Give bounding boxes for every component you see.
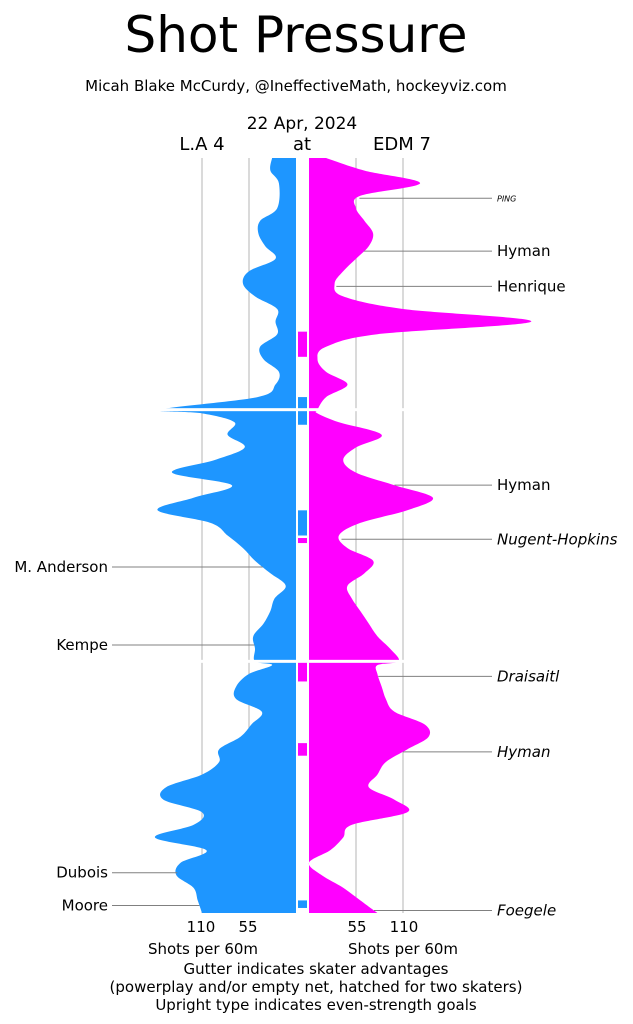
goal-label-home-2: Henrique <box>497 277 566 295</box>
at-label: at <box>293 134 311 155</box>
goal-label-home-7: Foegele <box>497 901 556 919</box>
away-team-label: L.A 4 <box>179 134 224 155</box>
goal-label-away-1: Kempe <box>56 636 108 654</box>
xlabel-away: Shots per 60m <box>148 940 258 958</box>
advantage-bar-home-0 <box>298 331 307 357</box>
goal-label-away-3: Moore <box>62 896 108 914</box>
advantage-bar-home-5 <box>298 743 307 756</box>
goal-label-away-0: M. Anderson <box>14 558 108 576</box>
period-break-40 <box>140 659 460 663</box>
home-team-label: EDM 7 <box>373 134 431 155</box>
advantage-bar-home-3 <box>298 538 307 544</box>
away-rate-area <box>154 158 296 913</box>
game-date: 22 Apr, 2024 <box>247 114 358 134</box>
advantage-bar-away-6 <box>298 900 307 908</box>
goal-label-home-1: Hyman <box>497 242 550 260</box>
footnote-3: Upright type indicates even-strength goa… <box>155 996 477 1014</box>
home-rate-area <box>308 158 532 913</box>
goal-label-home-5: Draisaitl <box>497 667 560 685</box>
goal-annotations: PING Hyman Henrique Hyman Nugent-Hopkins Drai… <box>14 194 617 919</box>
goal-label-home-6: Hyman <box>497 743 550 761</box>
chart-subtitle: Micah Blake McCurdy, @IneffectiveMath, h… <box>85 77 507 95</box>
goal-label-away-2: Dubois <box>56 864 108 882</box>
tick-home-110: 110 <box>390 918 419 936</box>
goal-label-home-3: Hyman <box>497 476 550 494</box>
tick-home-55: 55 <box>347 918 366 936</box>
tick-away-55: 55 <box>238 918 257 936</box>
period-break-20 <box>140 408 460 412</box>
goal-label-home-4: Nugent-Hopkins <box>497 530 618 548</box>
rate-areas <box>154 158 532 913</box>
tick-away-110: 110 <box>187 918 216 936</box>
chart-title: Shot Pressure <box>124 6 467 64</box>
advantage-bar-away-2 <box>298 510 307 536</box>
period-breaks <box>140 408 460 663</box>
goal-label-home-0: PING <box>497 194 516 203</box>
advantage-bar-home-4 <box>298 661 307 682</box>
footnote-2: (powerplay and/or empty net, hatched for… <box>110 978 523 996</box>
footnote-1: Gutter indicates skater advantages <box>184 960 449 978</box>
xlabel-home: Shots per 60m <box>348 940 458 958</box>
advantage-gutter <box>298 331 307 908</box>
